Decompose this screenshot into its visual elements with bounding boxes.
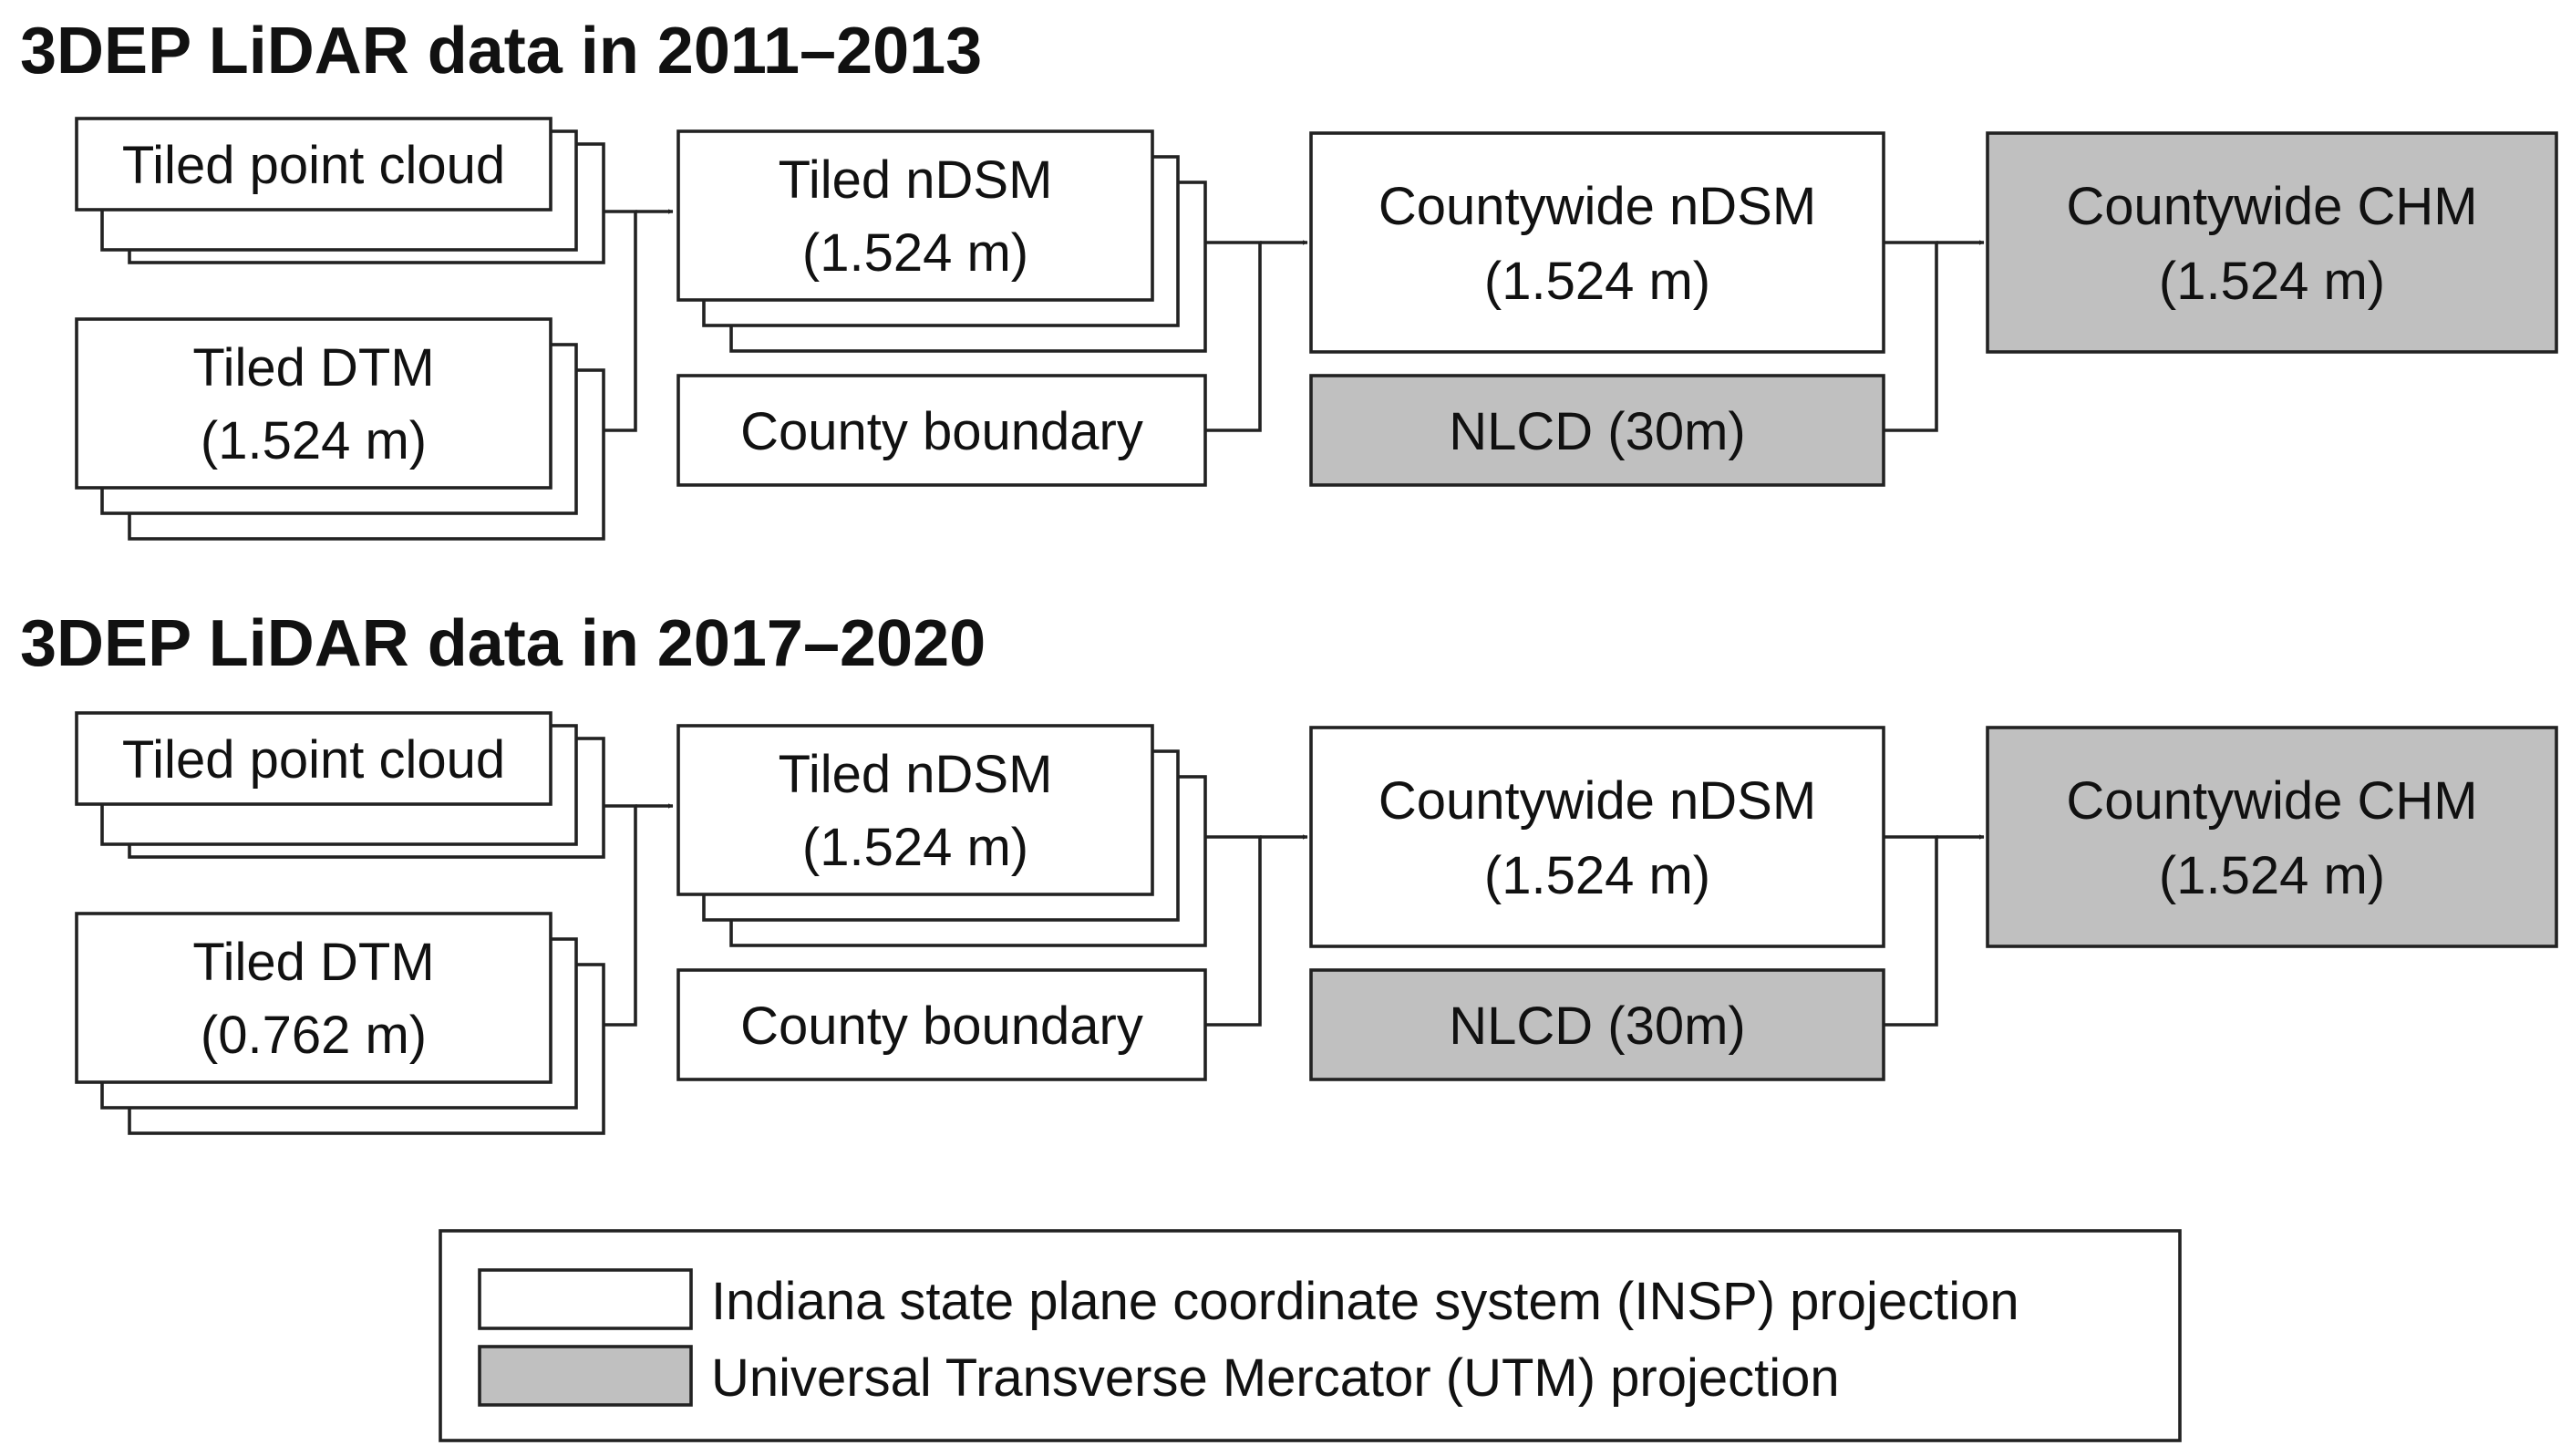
- connector: [1884, 835, 1938, 1027]
- node-label: Tiled point cloud: [122, 730, 505, 790]
- node-box: [1309, 131, 1885, 354]
- stack-layer-top: [75, 711, 552, 806]
- node-label: County boundary: [740, 996, 1143, 1056]
- legend-swatch-insp: [478, 1268, 693, 1330]
- stack-layer-top: [75, 912, 552, 1084]
- node-label: County boundary: [740, 402, 1143, 461]
- node-label: Countywide nDSM: [1378, 771, 1816, 831]
- connector: [1205, 241, 1262, 432]
- node-label-resolution: (1.524 m): [2159, 846, 2385, 905]
- node-label-resolution: (0.762 m): [201, 1006, 427, 1065]
- node-label: Countywide nDSM: [1378, 177, 1816, 236]
- stack-layer-top: [75, 117, 552, 212]
- node-box: [1309, 726, 1885, 948]
- county-boundary-node: County boundary: [676, 968, 1207, 1081]
- node-label-resolution: (1.524 m): [802, 818, 1028, 877]
- node-label: Tiled DTM: [192, 338, 434, 398]
- section-title: 3DEP LiDAR data in 2011–2013: [20, 15, 982, 88]
- node-label-resolution: (1.524 m): [1484, 252, 1710, 311]
- legend-swatch-utm: [478, 1345, 693, 1407]
- node-box: [1309, 374, 1885, 487]
- node-label: NLCD (30m): [1449, 996, 1746, 1056]
- stack-layer-top: [676, 724, 1154, 896]
- node-box: [676, 374, 1207, 487]
- nlcd-node: NLCD (30m): [1309, 374, 1885, 487]
- legend: Indiana state plane coordinate system (I…: [439, 1229, 2182, 1442]
- node-label: Tiled nDSM: [779, 745, 1053, 804]
- connector: [604, 804, 637, 1027]
- section-2017-2020: 3DEP LiDAR data in 2017–2020 Tiled point…: [20, 607, 2558, 1135]
- node-label-resolution: (1.524 m): [1484, 846, 1710, 905]
- section-title: 3DEP LiDAR data in 2017–2020: [20, 607, 986, 680]
- node-label-resolution: (1.524 m): [2159, 252, 2385, 311]
- node-label: Countywide CHM: [2066, 771, 2477, 831]
- node-label: Tiled nDSM: [779, 150, 1053, 210]
- node-label-resolution: (1.524 m): [201, 411, 427, 470]
- tiled-ndsm-node: Tiled nDSM (1.524 m): [676, 724, 1207, 947]
- connector: [1884, 241, 1938, 432]
- countywide-chm-node: Countywide CHM (1.524 m): [1986, 131, 2558, 354]
- node-box: [1986, 726, 2558, 948]
- node-label: Countywide CHM: [2066, 177, 2477, 236]
- node-box: [676, 968, 1207, 1081]
- connector: [604, 210, 637, 432]
- stack-layer-top: [75, 317, 552, 490]
- connector: [1205, 835, 1262, 1027]
- tiled-point-cloud-node: Tiled point cloud: [75, 711, 605, 859]
- node-box: [1309, 968, 1885, 1081]
- county-boundary-node: County boundary: [676, 374, 1207, 487]
- node-box: [1986, 131, 2558, 354]
- nlcd-node: NLCD (30m): [1309, 968, 1885, 1081]
- legend-label-utm: Universal Transverse Mercator (UTM) proj…: [711, 1348, 1840, 1408]
- node-label: NLCD (30m): [1449, 402, 1746, 461]
- tiled-point-cloud-node: Tiled point cloud: [75, 117, 605, 264]
- countywide-chm-node: Countywide CHM (1.524 m): [1986, 726, 2558, 948]
- section-2011-2013: 3DEP LiDAR data in 2011–2013 Tiled point…: [20, 15, 2558, 541]
- stack-layer-top: [676, 129, 1154, 302]
- tiled-ndsm-node: Tiled nDSM (1.524 m): [676, 129, 1207, 353]
- legend-frame: [439, 1229, 2182, 1442]
- tiled-dtm-node: Tiled DTM (1.524 m): [75, 317, 605, 541]
- countywide-ndsm-node: Countywide nDSM (1.524 m): [1309, 131, 1885, 354]
- countywide-ndsm-node: Countywide nDSM (1.524 m): [1309, 726, 1885, 948]
- node-label: Tiled DTM: [192, 933, 434, 992]
- node-label: Tiled point cloud: [122, 136, 505, 195]
- legend-label-insp: Indiana state plane coordinate system (I…: [711, 1272, 2019, 1331]
- node-label-resolution: (1.524 m): [802, 223, 1028, 283]
- tiled-dtm-node: Tiled DTM (0.762 m): [75, 912, 605, 1135]
